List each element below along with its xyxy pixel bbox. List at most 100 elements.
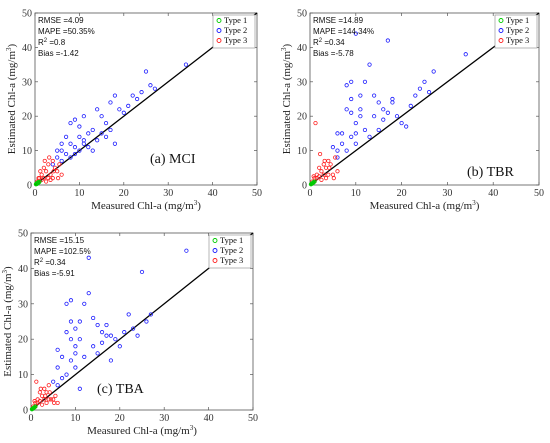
data-point-type-2	[68, 298, 74, 303]
data-point-type-2	[72, 145, 78, 150]
x-tick-label: 0	[308, 188, 313, 199]
data-point-type-3	[333, 155, 338, 160]
legend-label: Type 3	[224, 35, 247, 45]
data-point-type-2	[183, 62, 189, 67]
data-point-type-3	[48, 397, 54, 402]
data-point-type-2	[64, 330, 69, 335]
panel-label: (a) MCI	[150, 152, 196, 167]
legend-label: Type 2	[220, 245, 243, 255]
data-point-type-2	[148, 312, 153, 317]
plot-frame	[34, 12, 258, 186]
data-point-type-2	[77, 386, 82, 391]
legend-marker	[498, 18, 504, 23]
data-point-type-2	[59, 376, 65, 381]
stat-bias: Bias =-1.42	[38, 49, 79, 58]
data-point-type-2	[81, 114, 86, 119]
x-tick-label: 40	[208, 188, 218, 199]
data-point-type-2	[99, 131, 104, 136]
data-point-type-2	[82, 301, 87, 306]
data-point-type-3	[321, 162, 326, 167]
data-point-type-2	[339, 131, 345, 136]
data-point-type-2	[139, 269, 145, 275]
data-point-type-3	[51, 397, 56, 402]
data-point-type-2	[68, 337, 74, 342]
data-point-type-2	[81, 138, 86, 143]
data-point-type-1	[311, 180, 316, 185]
x-tick-label: 50	[252, 188, 262, 199]
data-point-type-2	[81, 141, 86, 146]
data-point-type-2	[104, 333, 109, 338]
data-point-type-3	[43, 393, 48, 398]
y-tick-label: 30	[297, 77, 307, 88]
data-point-type-2	[135, 333, 140, 338]
data-point-type-2	[64, 301, 69, 306]
data-point-type-1	[31, 406, 36, 411]
y-tick-label: 20	[297, 112, 307, 123]
data-point-type-3	[42, 386, 47, 391]
data-point-type-3	[32, 399, 37, 404]
data-point-type-2	[91, 344, 96, 349]
legend-marker	[498, 38, 504, 43]
x-tick-label: 30	[442, 188, 452, 199]
y-tick-label: 30	[18, 299, 28, 310]
data-point-type-3	[36, 176, 41, 181]
stat-rmse: RMSE =14.89	[313, 16, 364, 25]
data-point-type-3	[323, 176, 329, 181]
data-point-type-2	[330, 145, 335, 150]
legend-marker	[216, 28, 222, 33]
y-tick-label: 0	[23, 406, 28, 417]
data-point-type-2	[55, 383, 60, 388]
data-point-type-2	[184, 248, 189, 253]
data-point-type-3	[46, 383, 51, 388]
stat-mape: MAPE =50.35%	[38, 27, 95, 36]
data-point-type-2	[376, 100, 381, 105]
data-point-type-3	[50, 176, 55, 181]
x-tick-label: 20	[115, 413, 125, 424]
data-point-type-3	[322, 158, 327, 164]
legend-label: Type 1	[506, 15, 529, 25]
data-point-type-3	[311, 174, 316, 179]
data-point-type-1	[310, 181, 315, 186]
data-point-type-3	[34, 379, 39, 384]
x-tick-label: 50	[248, 413, 258, 424]
legend-marker	[216, 18, 222, 23]
data-point-type-2	[422, 79, 427, 84]
data-point-type-2	[463, 52, 468, 57]
data-point-type-2	[59, 148, 64, 153]
data-point-type-1	[32, 405, 37, 410]
data-point-type-2	[431, 69, 436, 74]
data-point-type-3	[319, 169, 324, 174]
data-point-type-2	[394, 114, 400, 119]
stat-r2: R2 =0.34	[313, 38, 345, 47]
data-point-type-3	[41, 176, 46, 181]
x-tick-label: 10	[70, 413, 80, 424]
chart-panel-3: 0 10 20 30 40 50 0 10 20 30 40 50 RMSE =15.15 MAPE =1…	[1, 229, 258, 438]
data-point-type-3	[59, 172, 64, 177]
data-point-type-2	[68, 358, 74, 363]
data-point-type-3	[57, 162, 62, 167]
data-point-type-2	[95, 351, 100, 356]
legend-label: Type 3	[220, 255, 243, 265]
data-point-type-2	[73, 326, 78, 331]
data-point-type-2	[86, 255, 91, 260]
data-point-type-2	[77, 319, 82, 324]
data-point-type-2	[390, 100, 395, 105]
data-point-type-2	[349, 110, 354, 115]
chart-panel-1: 0 10 20 30 40 50 0 10 20 30 40 50 RMSE =4.09 MAPE =50…	[5, 9, 262, 213]
data-point-type-3	[48, 172, 53, 177]
panel-label: (c) TBA	[97, 382, 145, 397]
plot-frame	[309, 12, 540, 186]
stat-mape: MAPE =102.5%	[34, 247, 91, 256]
data-point-type-2	[95, 107, 100, 112]
x-tick-label: 50	[534, 188, 544, 199]
data-point-type-3	[42, 158, 47, 164]
data-point-type-2	[73, 365, 78, 370]
stat-mape: MAPE =144.34%	[313, 27, 374, 36]
data-point-type-3	[326, 172, 331, 177]
data-point-type-2	[51, 379, 56, 384]
data-point-type-2	[144, 319, 149, 324]
data-point-type-2	[104, 322, 109, 328]
data-point-type-2	[390, 96, 395, 102]
y-tick-label: 40	[22, 43, 32, 54]
data-point-type-2	[349, 134, 354, 139]
